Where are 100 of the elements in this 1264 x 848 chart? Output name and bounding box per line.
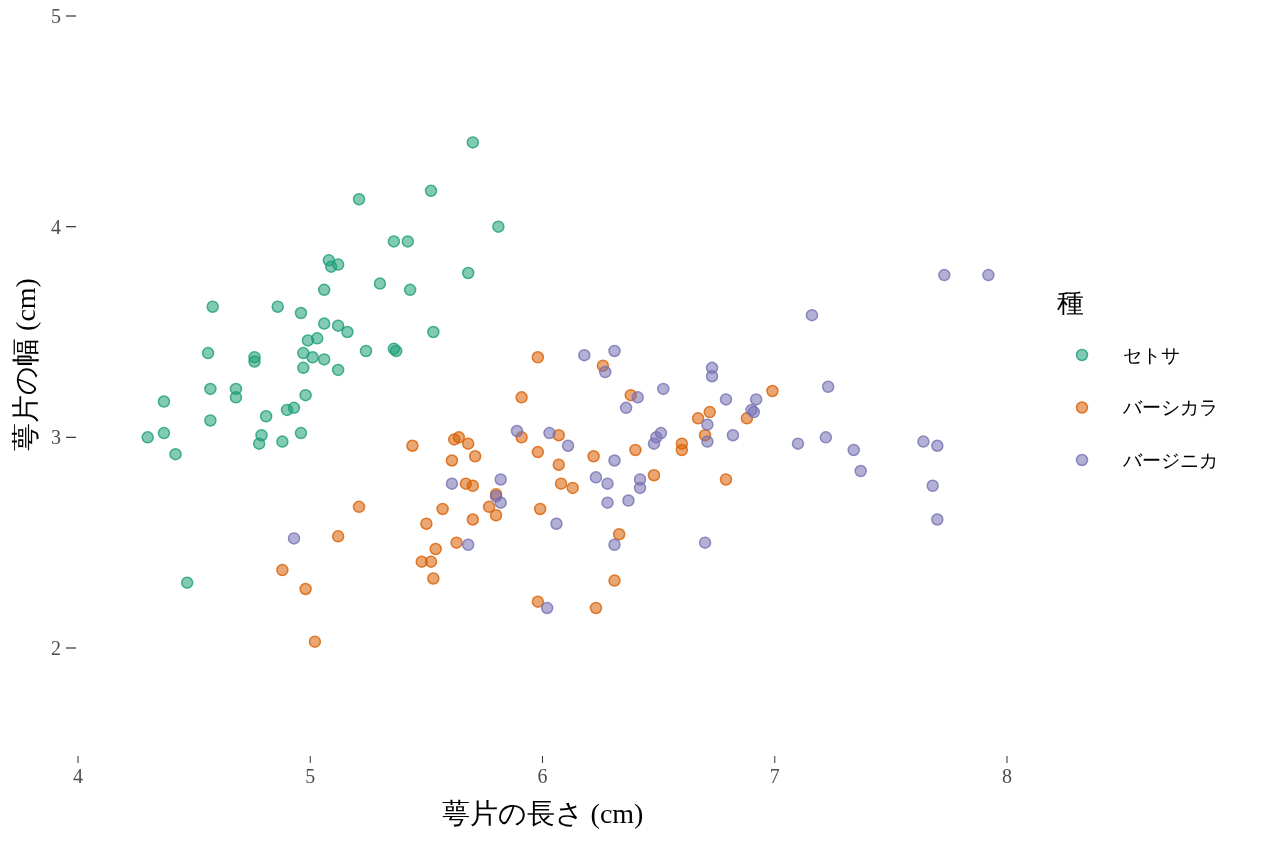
point (705, 369, 719, 383)
point (180, 576, 194, 589)
y-tick-label: 2 (51, 637, 61, 659)
point (352, 500, 366, 514)
point (450, 536, 463, 549)
point (403, 283, 417, 297)
point (589, 601, 603, 615)
x-tick-label: 6 (537, 765, 548, 787)
point (938, 268, 951, 282)
point (691, 412, 705, 425)
point (698, 536, 712, 549)
point (749, 393, 763, 406)
point (531, 595, 545, 608)
point (622, 494, 635, 507)
point (401, 235, 415, 248)
point (259, 410, 273, 423)
x-tick-label: 5 (305, 765, 316, 787)
point (424, 184, 438, 198)
point (608, 454, 621, 467)
point (598, 365, 612, 379)
point (297, 361, 310, 375)
point (791, 437, 805, 450)
y-tick-label: 4 (51, 215, 61, 238)
point (601, 496, 614, 509)
point (466, 513, 480, 526)
point (601, 477, 614, 490)
point (169, 447, 182, 461)
point (280, 403, 294, 417)
point (331, 258, 345, 271)
point (647, 437, 661, 450)
point (331, 363, 345, 377)
point (429, 542, 442, 556)
point (766, 384, 779, 398)
point (301, 334, 315, 347)
point (445, 477, 459, 490)
point (854, 464, 867, 478)
point (821, 380, 835, 394)
point (494, 496, 507, 509)
point (819, 431, 833, 444)
point (701, 418, 714, 431)
point (531, 445, 545, 459)
point (387, 235, 401, 248)
point (248, 355, 261, 368)
point (540, 601, 554, 615)
legend-label: バージニカ (1122, 448, 1218, 471)
point (204, 382, 217, 396)
point (157, 395, 171, 408)
y-tick-label: 3 (51, 426, 61, 449)
point (373, 277, 387, 290)
point (847, 443, 860, 457)
point (533, 502, 547, 516)
point (299, 388, 312, 402)
legend-label: バーシカラ (1122, 396, 1218, 419)
legend-title: 種 (1057, 287, 1084, 318)
point (608, 344, 621, 358)
point (445, 454, 459, 467)
point (276, 435, 289, 448)
point (619, 401, 633, 415)
point (436, 502, 449, 516)
point (461, 538, 475, 552)
point (294, 306, 308, 320)
y-axis-title: 萼片の幅 (cm) (10, 278, 41, 451)
point (726, 428, 740, 442)
point (424, 555, 438, 568)
legend-label: セトサ (1123, 343, 1180, 366)
point (531, 351, 545, 364)
point (587, 450, 600, 463)
point (468, 450, 482, 463)
point (297, 346, 310, 360)
point (466, 136, 480, 149)
point (631, 391, 644, 404)
point (510, 424, 524, 438)
point (317, 353, 331, 366)
point (299, 582, 312, 596)
point (515, 391, 528, 404)
point (633, 481, 647, 495)
point (331, 530, 345, 543)
point (206, 300, 219, 313)
point (657, 382, 670, 396)
point (204, 414, 217, 427)
point (461, 437, 475, 450)
point (482, 500, 496, 514)
point (448, 433, 461, 446)
point (489, 509, 503, 522)
point (608, 538, 621, 552)
point (252, 437, 266, 450)
point (629, 443, 642, 457)
point (719, 393, 733, 406)
point (229, 391, 243, 404)
point (703, 405, 716, 419)
point (420, 517, 433, 530)
point (931, 513, 944, 526)
point (317, 283, 331, 297)
point (352, 193, 366, 206)
point (276, 563, 289, 577)
point (550, 517, 563, 530)
point (466, 479, 480, 493)
point (543, 426, 556, 440)
point (287, 532, 301, 545)
point (306, 351, 319, 364)
